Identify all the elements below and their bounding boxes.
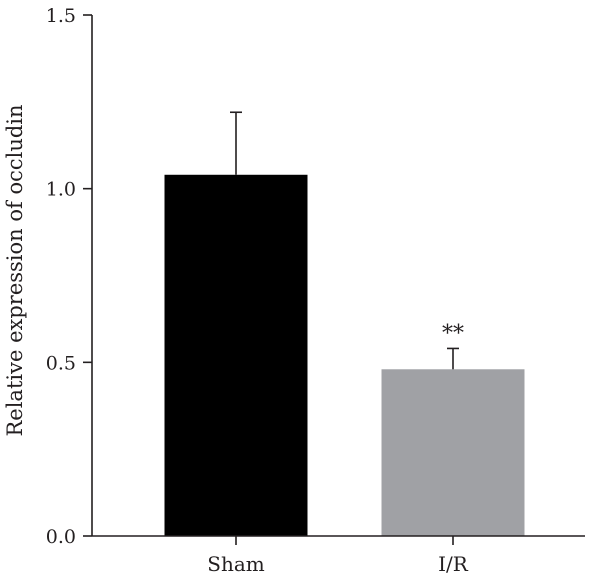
significance-annotation: ** xyxy=(442,321,464,346)
y-tick-label: 1.0 xyxy=(46,179,76,201)
x-ticks-group: Sham I/R xyxy=(207,536,469,576)
y-ticks-group: 0.0 0.5 1.0 1.5 xyxy=(46,5,92,548)
y-tick-label: 0.5 xyxy=(46,352,76,374)
bars-group xyxy=(164,174,525,537)
bar xyxy=(381,369,525,536)
axes-group xyxy=(91,15,585,537)
error-bars-group xyxy=(230,111,459,370)
y-tick-label: 0.0 xyxy=(46,526,76,548)
bar xyxy=(164,174,308,537)
y-tick-label: 1.5 xyxy=(46,5,76,27)
y-axis-title: Relative expression of occludin xyxy=(3,104,27,436)
annotations-group: ** xyxy=(442,321,464,346)
x-tick-label: I/R xyxy=(438,552,469,576)
x-tick-label: Sham xyxy=(207,552,265,576)
